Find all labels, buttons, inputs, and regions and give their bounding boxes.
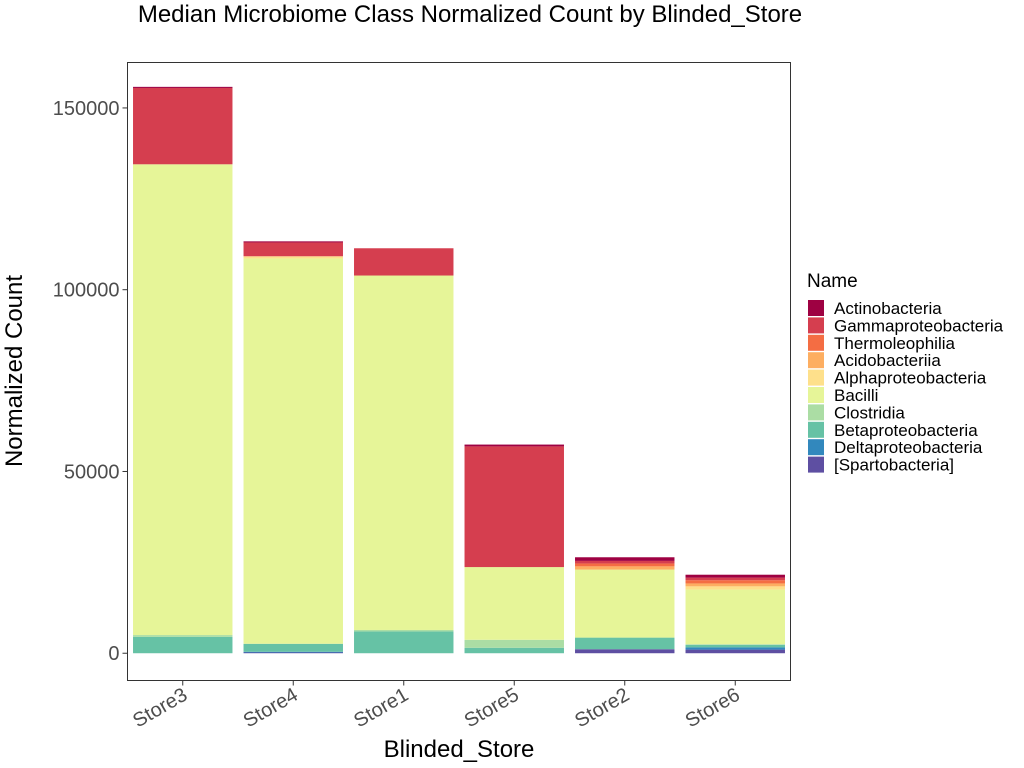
bar-segment-store5-clostridia [464,639,564,648]
bar-segment-store6-gammaproteobacteria [685,577,785,581]
bar-segment-store6-clostridia [685,644,785,645]
bar-segment-store5-betaproteobacteria [464,647,564,654]
bar-segment-store4-alphaproteobacteria [243,256,343,259]
y-axis: 0 50000 100000 150000 [53,98,128,665]
bar-segment-store6-actinobacteria [685,574,785,578]
bar-segment-store1-bacilli [354,275,454,630]
legend-label: Clostridia [834,403,905,422]
bar-segment-store1-gammaproteobacteria [354,248,454,276]
bar-segment-store3-gammaproteobacteria [133,87,233,165]
x-tick-label: Store4 [240,684,302,733]
bar-segment-store3-bacilli [133,164,233,636]
bar-segment-store6-alphaproteobacteria [685,586,785,590]
legend-swatch [808,317,824,334]
plot-panel [127,62,791,681]
legend-label: Thermoleophilia [834,334,955,353]
legend-swatch [808,334,824,351]
legend-label: Actinobacteria [834,299,942,318]
legend-label: [Spartobacteria] [834,456,954,475]
bar-segment-store6-bacilli [685,589,785,645]
bar-segment-store5-actinobacteria [464,444,564,447]
bar-segment-store6-acidobacteriia [685,583,785,587]
bar-segment-store5-gammaproteobacteria [464,446,564,568]
bar-segment-store1-clostridia [354,629,454,632]
bar-segment-store2-thermoleophilia [575,563,675,567]
chart-title: Median Microbiome Class Normalized Count… [138,1,802,28]
legend-swatch [808,300,824,316]
legend-swatch [808,456,824,473]
x-tick-label: Store5 [461,684,523,733]
bar-segment-store4-spartobacteria [243,652,343,654]
bar-segment-store5-bacilli [464,567,564,640]
x-axis-title: Blinded_Store [384,736,535,763]
legend-title: Name [807,271,858,292]
bar-segment-store6-thermoleophilia [685,580,785,584]
legend-swatch [808,404,824,421]
bar-segment-store2-betaproteobacteria [575,637,675,650]
bar-segment-store6-spartobacteria [685,649,785,654]
y-tick-label: 50000 [64,461,120,483]
bar-segment-store3-betaproteobacteria [133,636,233,654]
y-axis-title: Normalized Count [1,275,28,467]
legend: Name ActinobacteriaGammaproteobacteriaTh… [807,271,1004,475]
bar-segment-store2-bacilli [575,569,675,638]
bar-segment-store1-betaproteobacteria [354,631,454,654]
bar-segment-store4-betaproteobacteria [243,643,343,652]
y-tick-label: 150000 [53,98,120,120]
bar-segment-store4-actinobacteria [243,241,343,243]
x-tick-label: Store3 [129,684,191,733]
y-tick-label: 0 [108,643,119,665]
x-tick-label: Store1 [350,684,412,733]
legend-swatch [808,421,824,438]
bar-segment-store4-deltaproteobacteria [243,651,343,653]
x-tick-label: Store2 [571,684,633,733]
legend-swatch [808,387,824,403]
bar-segment-store4-bacilli [243,258,343,644]
x-axis: Store3 Store4 Store1 Store5 Store2 Store6 [129,680,744,733]
bar-segment-store2-gammaproteobacteria [575,560,675,564]
bar-segment-store2-acidobacteriia [575,566,675,570]
legend-swatch [808,369,824,386]
legend-label: Gammaproteobacteria [834,316,1004,335]
legend-label: Bacilli [834,386,878,405]
bar-segment-store4-gammaproteobacteria [243,242,343,257]
x-tick-label: Store6 [682,684,744,733]
y-tick-label: 100000 [53,280,120,302]
bar-segment-store3-actinobacteria [133,86,233,88]
bars-layer [133,86,785,654]
legend-swatch [808,439,824,456]
legend-label: Acidobacteriia [834,351,941,370]
bar-segment-store2-spartobacteria [575,649,675,654]
legend-label: Deltaproteobacteria [834,438,983,457]
bar-segment-store6-betaproteobacteria [685,644,785,648]
legend-swatch [808,352,824,369]
bar-segment-store2-actinobacteria [575,557,675,561]
legend-label: Betaproteobacteria [834,421,978,440]
bar-segment-store3-clostridia [133,635,233,637]
legend-label: Alphaproteobacteria [834,369,987,388]
bar-segment-store6-deltaproteobacteria [685,647,785,650]
